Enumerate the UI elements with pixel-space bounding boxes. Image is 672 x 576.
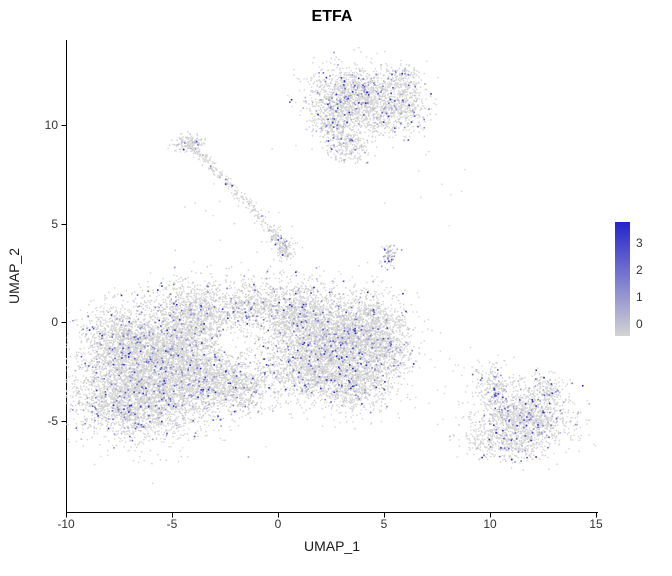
y-tick-label: 0 — [51, 315, 58, 329]
legend-tick-label: 0 — [636, 317, 643, 331]
y-tick-label: -5 — [47, 414, 58, 428]
x-tick-label: 10 — [483, 517, 497, 531]
y-tick-label: 10 — [44, 118, 58, 132]
x-tick-label: 15 — [589, 517, 603, 531]
y-axis-label: UMAP_2 — [6, 247, 22, 305]
x-tick-label: 5 — [380, 517, 388, 531]
plot-title: ETFA — [311, 8, 353, 25]
x-tick-label: 0 — [274, 517, 282, 531]
legend-tick-label: 1 — [636, 290, 643, 304]
x-axis-label: UMAP_1 — [303, 538, 361, 554]
legend-tick-label: 3 — [636, 236, 643, 250]
legend-tick-label: 2 — [636, 263, 643, 277]
x-tick-label: -10 — [57, 517, 75, 531]
x-tick-label: -5 — [166, 517, 178, 531]
colorbar-gradient — [615, 222, 630, 336]
y-tick-label: 5 — [51, 217, 58, 231]
